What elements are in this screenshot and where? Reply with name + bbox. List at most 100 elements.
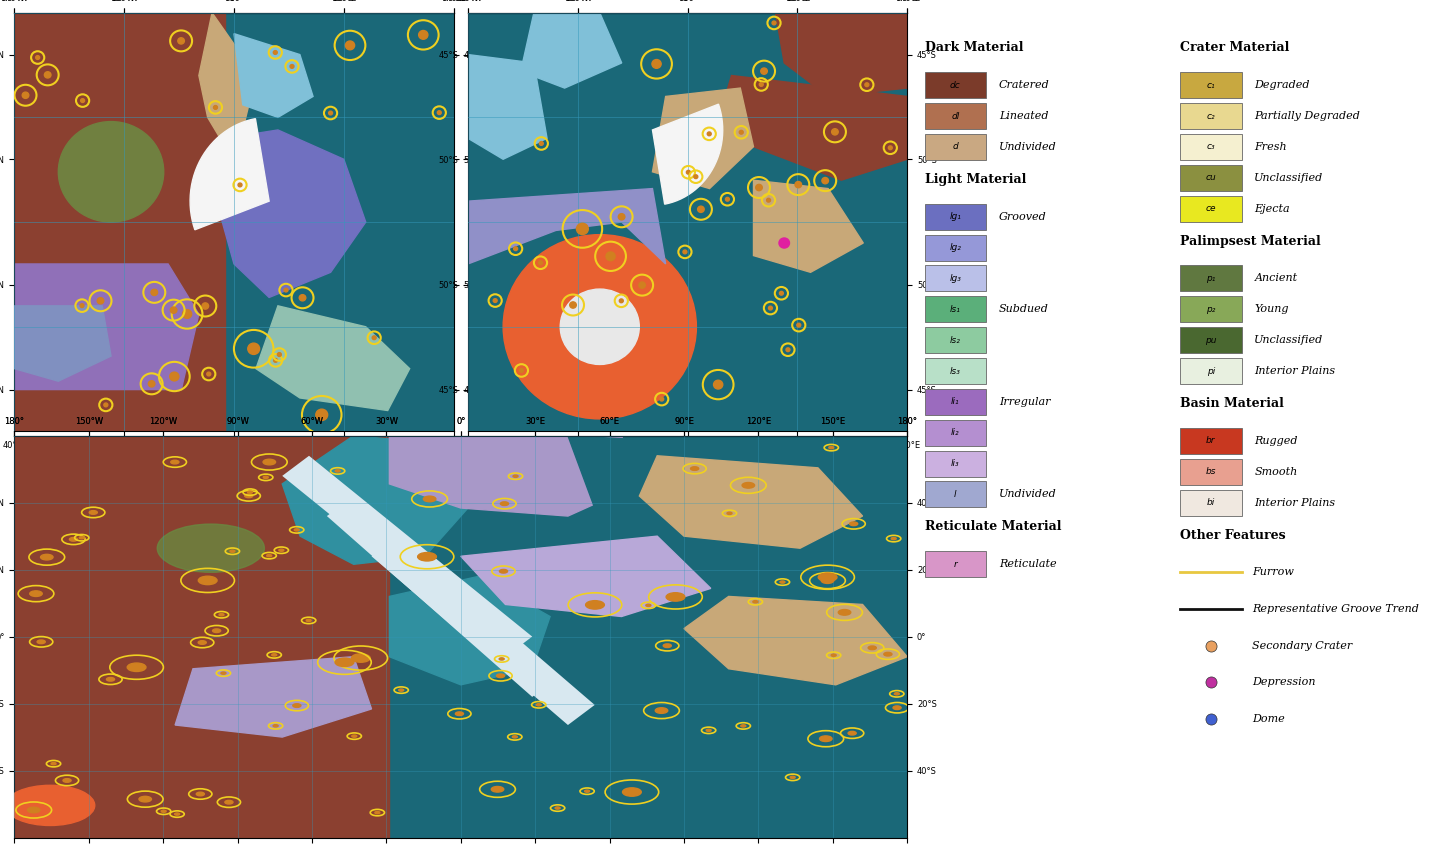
- Text: pu: pu: [1205, 336, 1217, 344]
- Text: Interior Plains: Interior Plains: [1254, 497, 1335, 508]
- Circle shape: [151, 289, 157, 295]
- Circle shape: [98, 298, 104, 304]
- Text: c₂: c₂: [1207, 112, 1215, 120]
- Circle shape: [419, 30, 428, 39]
- Text: Reticulate Material: Reticulate Material: [924, 520, 1061, 534]
- Circle shape: [540, 141, 543, 146]
- Polygon shape: [176, 656, 372, 737]
- Circle shape: [79, 536, 85, 539]
- Circle shape: [772, 21, 776, 25]
- Polygon shape: [567, 436, 746, 516]
- Polygon shape: [282, 436, 478, 564]
- FancyBboxPatch shape: [1181, 165, 1241, 190]
- Circle shape: [884, 652, 891, 656]
- Text: Crater Material: Crater Material: [1181, 41, 1290, 54]
- Circle shape: [245, 494, 253, 497]
- Circle shape: [556, 807, 560, 809]
- FancyBboxPatch shape: [1181, 134, 1241, 160]
- Text: d: d: [952, 142, 958, 151]
- Circle shape: [284, 288, 288, 292]
- Circle shape: [497, 674, 504, 678]
- Circle shape: [272, 654, 276, 656]
- Circle shape: [818, 573, 837, 581]
- Circle shape: [40, 554, 53, 560]
- Circle shape: [219, 613, 225, 616]
- Circle shape: [148, 381, 156, 387]
- Polygon shape: [639, 456, 863, 548]
- Circle shape: [618, 214, 625, 220]
- FancyBboxPatch shape: [924, 266, 986, 291]
- Polygon shape: [521, 13, 622, 88]
- Circle shape: [30, 591, 42, 596]
- Circle shape: [513, 475, 518, 477]
- Text: ls₁: ls₁: [950, 305, 960, 314]
- Polygon shape: [468, 55, 547, 159]
- Circle shape: [514, 247, 517, 250]
- Circle shape: [585, 790, 589, 793]
- Circle shape: [455, 711, 464, 716]
- FancyBboxPatch shape: [1181, 195, 1241, 222]
- Text: cu: cu: [1205, 173, 1217, 182]
- Text: ce: ce: [1205, 204, 1217, 213]
- Circle shape: [69, 537, 78, 541]
- Bar: [14, 436, 389, 838]
- Circle shape: [500, 569, 507, 573]
- Circle shape: [691, 467, 698, 470]
- FancyBboxPatch shape: [924, 389, 986, 415]
- Text: dc: dc: [950, 80, 960, 90]
- Circle shape: [832, 129, 838, 135]
- FancyBboxPatch shape: [1181, 266, 1241, 291]
- Text: Lineated: Lineated: [999, 111, 1048, 121]
- Circle shape: [207, 372, 210, 376]
- Circle shape: [868, 646, 877, 650]
- FancyBboxPatch shape: [924, 296, 986, 322]
- Circle shape: [576, 223, 589, 234]
- Circle shape: [104, 403, 108, 407]
- FancyBboxPatch shape: [924, 134, 986, 160]
- Circle shape: [89, 511, 98, 514]
- Circle shape: [756, 184, 762, 190]
- Circle shape: [760, 68, 768, 74]
- Circle shape: [418, 552, 436, 561]
- Circle shape: [274, 359, 278, 362]
- Circle shape: [81, 304, 84, 308]
- Circle shape: [157, 525, 265, 573]
- Text: Subdued: Subdued: [999, 305, 1048, 315]
- Text: li₂: li₂: [950, 428, 959, 437]
- Circle shape: [294, 529, 300, 531]
- Circle shape: [199, 640, 206, 645]
- Text: p₁: p₁: [1207, 274, 1215, 283]
- Circle shape: [346, 41, 354, 50]
- Text: ls₃: ls₃: [950, 366, 960, 376]
- Polygon shape: [652, 104, 723, 204]
- Text: p₂: p₂: [1207, 305, 1215, 314]
- Text: Unclassified: Unclassified: [1254, 173, 1323, 183]
- Polygon shape: [235, 34, 312, 118]
- Circle shape: [791, 777, 795, 778]
- Circle shape: [278, 353, 281, 356]
- Text: Partially Degraded: Partially Degraded: [1254, 111, 1361, 121]
- Text: Young: Young: [1254, 305, 1289, 315]
- Circle shape: [697, 206, 704, 212]
- Circle shape: [492, 299, 497, 303]
- Text: li₃: li₃: [950, 459, 959, 468]
- FancyBboxPatch shape: [924, 234, 986, 261]
- Text: Dark Material: Dark Material: [924, 41, 1024, 54]
- Circle shape: [140, 796, 151, 802]
- Circle shape: [714, 380, 723, 389]
- Text: r: r: [953, 560, 958, 569]
- Text: pi: pi: [1207, 366, 1215, 376]
- Polygon shape: [199, 13, 256, 146]
- Circle shape: [248, 491, 252, 493]
- Circle shape: [307, 619, 311, 622]
- Text: Other Features: Other Features: [1181, 529, 1286, 541]
- Circle shape: [865, 83, 868, 86]
- Circle shape: [264, 459, 275, 464]
- Circle shape: [36, 56, 40, 59]
- Circle shape: [399, 689, 403, 691]
- Circle shape: [292, 704, 301, 707]
- FancyBboxPatch shape: [1181, 103, 1241, 129]
- Circle shape: [829, 447, 834, 448]
- Circle shape: [891, 537, 896, 540]
- Circle shape: [264, 476, 268, 479]
